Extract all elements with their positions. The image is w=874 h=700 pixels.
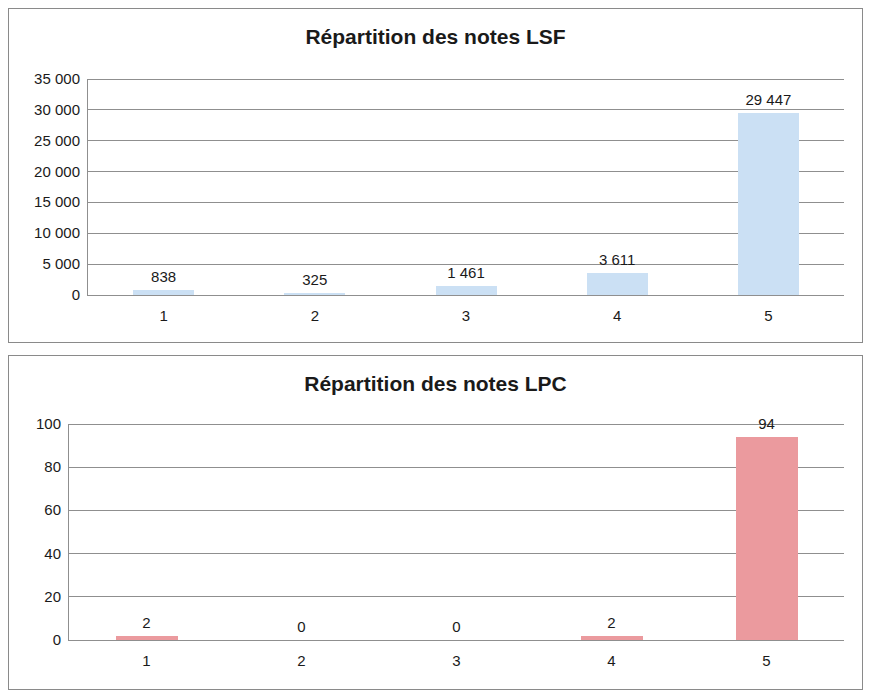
- x-category-label: 3: [407, 652, 507, 670]
- bar-value-label: 94: [717, 415, 817, 433]
- bar: [116, 636, 178, 640]
- x-category-label: 4: [567, 307, 667, 325]
- gridline: [69, 467, 844, 468]
- bar-value-label: 2: [97, 614, 197, 632]
- chart-lpc-plot-area: 02040608010021020324945: [68, 424, 844, 641]
- gridline: [88, 171, 844, 172]
- gridline: [88, 79, 844, 80]
- gridline: [88, 109, 844, 110]
- bar: [738, 113, 799, 295]
- chart-lsf-frame: Répartition des notes LSF 05 00010 00015…: [8, 8, 863, 343]
- bar: [736, 437, 798, 640]
- y-tick-label: 20: [0, 588, 61, 606]
- y-tick-label: 25 000: [10, 132, 80, 150]
- y-tick-label: 100: [0, 415, 61, 433]
- bar-value-label: 29 447: [718, 91, 818, 109]
- gridline: [69, 596, 844, 597]
- x-category-label: 5: [717, 652, 817, 670]
- bar-value-label: 325: [265, 271, 365, 289]
- y-tick-label: 5 000: [10, 255, 80, 273]
- y-tick-label: 0: [0, 631, 61, 649]
- chart-lsf-plot-area: 05 00010 00015 00020 00025 00030 00035 0…: [87, 79, 844, 296]
- bar: [436, 286, 497, 295]
- bar-value-label: 0: [407, 618, 507, 636]
- excel-charts-canvas: Répartition des notes LSF 05 00010 00015…: [0, 0, 874, 700]
- bar-value-label: 2: [562, 614, 662, 632]
- chart-lpc-title: Répartition des notes LPC: [9, 372, 862, 396]
- bar-value-label: 838: [114, 268, 214, 286]
- bar-value-label: 3 611: [567, 251, 667, 269]
- chart-lsf-title: Répartition des notes LSF: [9, 25, 862, 49]
- gridline: [69, 510, 844, 511]
- x-category-label: 2: [252, 652, 352, 670]
- chart-lpc-frame: Répartition des notes LPC 02040608010021…: [8, 355, 863, 690]
- y-tick-label: 0: [10, 286, 80, 304]
- bar: [133, 290, 194, 295]
- bar: [284, 293, 345, 295]
- x-category-label: 1: [97, 652, 197, 670]
- gridline: [69, 553, 844, 554]
- x-category-label: 2: [265, 307, 365, 325]
- y-tick-label: 30 000: [10, 101, 80, 119]
- bar-value-label: 1 461: [416, 264, 516, 282]
- y-tick-label: 60: [0, 501, 61, 519]
- x-category-label: 1: [114, 307, 214, 325]
- y-tick-label: 35 000: [10, 70, 80, 88]
- bar: [581, 636, 643, 640]
- y-tick-label: 80: [0, 458, 61, 476]
- gridline: [88, 140, 844, 141]
- y-tick-label: 15 000: [10, 193, 80, 211]
- bar: [587, 273, 648, 295]
- bar-value-label: 0: [252, 618, 352, 636]
- x-category-label: 3: [416, 307, 516, 325]
- y-tick-label: 40: [0, 545, 61, 563]
- y-tick-label: 10 000: [10, 224, 80, 242]
- x-category-label: 4: [562, 652, 662, 670]
- gridline: [88, 233, 844, 234]
- gridline: [88, 202, 844, 203]
- y-tick-label: 20 000: [10, 163, 80, 181]
- x-category-label: 5: [718, 307, 818, 325]
